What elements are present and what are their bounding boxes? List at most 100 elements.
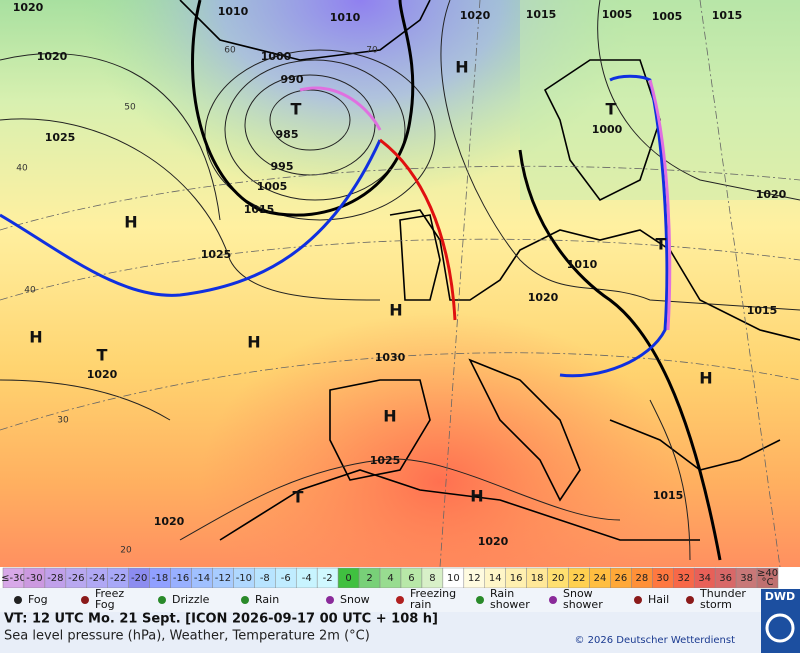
isobar-label: 1020 [528,291,559,304]
scale-cell [756,567,779,589]
isobar-label: 1020 [154,515,185,528]
scale-label: 0 [345,573,351,584]
legend-label: Rain shower [490,587,530,611]
legend-label: Thunder storm [699,587,746,611]
scale-label: 36 [719,573,732,584]
high-pressure-label: H [247,333,260,352]
isobar-label: 1025 [201,248,232,261]
isobar-label: 990 [281,73,304,86]
legend-label: Freezing rain [410,587,456,611]
isobar-label: 1015 [747,304,778,317]
low-pressure-label: T [656,235,667,254]
legend-label: Fog [28,593,48,606]
scale-label: -20 [131,573,147,584]
dwd-logo-text: DWD [765,590,795,603]
latitude-label: 50 [124,103,136,113]
latitude-label: 60 [224,46,236,56]
copyright: © 2026 Deutscher Wetterdienst [574,635,735,646]
isobar-label: 1015 [244,203,275,216]
scale-label: 30 [656,573,669,584]
scale-label: -26 [68,573,84,584]
scale-label: 38 [740,573,753,584]
isobar-label: 1020 [87,368,118,381]
isobar-label: 1025 [370,454,401,467]
high-pressure-label: H [124,213,137,232]
scale-label: 2 [366,573,372,584]
isobar-label: 1020 [478,535,509,548]
scale-label: 24 [594,573,607,584]
scale-label: 10 [447,573,460,584]
high-pressure-label: H [470,487,483,506]
isobar-label: 985 [276,128,299,141]
scale-label: 22 [573,573,586,584]
footer-bg [0,612,800,653]
legend-symbol [81,596,89,604]
legend-symbol [14,596,22,604]
legend-label: Freez Fog [95,587,124,611]
isobar-label: 1015 [712,9,743,22]
legend-symbol [158,596,166,604]
scale-label: -4 [302,573,312,584]
isobar-label: 1000 [592,123,623,136]
high-pressure-label: H [389,301,402,320]
scale-low-label: ≤-30 [1,573,26,584]
low-pressure-label: T [291,100,302,119]
scale-label: -2 [323,573,333,584]
scale-label: 16 [510,573,523,584]
isobar-label: 1005 [602,8,633,21]
scale-label: -16 [173,573,189,584]
scale-label: 14 [489,573,502,584]
scale-label: 6 [408,573,414,584]
high-pressure-label: H [455,58,468,77]
high-pressure-label: H [383,407,396,426]
weather-legend: Fog Freez Fog Drizzle Rain Snow Freezing rain Ra… [0,587,761,612]
map [0,0,800,568]
scale-label: -8 [260,573,270,584]
scale-label: -14 [194,573,210,584]
isobar-label: 1020 [13,1,44,14]
legend-symbol [686,596,694,604]
latitude-label: 70 [366,46,378,56]
high-pressure-label: H [699,369,712,388]
scale-high-label: ≥40 [757,568,778,579]
valid-time: VT: 12 UTC Mo. 21 Sept. [ICON 2026-09-17… [4,612,438,627]
latitude-label: 30 [57,416,69,426]
low-pressure-label: T [97,346,108,365]
low-pressure-label: T [293,488,304,507]
scale-label: -30 [26,573,42,584]
scale-label: 20 [552,573,565,584]
scale-label: -10 [236,573,252,584]
isobar-label: 1005 [652,10,683,23]
scale-unit: °C [762,577,774,588]
isobar-label: 1020 [37,50,68,63]
legend-label: Hail [648,593,669,606]
isobar-label: 1010 [567,258,598,271]
scale-label: 34 [698,573,711,584]
isobar-label: 1000 [261,50,292,63]
legend-symbol [396,596,404,604]
scale-label: 18 [531,573,544,584]
low-pressure-label: T [606,100,617,119]
scale-label: -28 [47,573,63,584]
map-labels: 1020 1010 1010 1020 1015 1005 1005 1015 1020 1000… [13,1,787,556]
legend-symbol [476,596,484,604]
isobar-label: 1030 [375,351,406,364]
scale-label: 4 [387,573,393,584]
scale-label: -6 [281,573,291,584]
scale-label: 12 [468,573,481,584]
scale-label: -24 [89,573,105,584]
isobar-label: 995 [271,160,294,173]
latitude-label: 20 [120,546,132,556]
legend-symbol [634,596,642,604]
legend-label: Snow [340,593,370,606]
description: Sea level pressure (hPa), Weather, Tempe… [4,629,370,644]
isobar-label: 1025 [45,131,76,144]
scale-label: -18 [152,573,168,584]
temperature-scale: ≤-30 -30 -28 -26 -24 -22 -20 -18 -16 -14 -12 -10 -8-… [1,567,779,589]
legend-label: Rain [255,593,279,606]
high-pressure-label: H [29,328,42,347]
legend-symbol [549,596,557,604]
isobar-label: 1020 [756,188,787,201]
scale-label: -12 [215,573,231,584]
